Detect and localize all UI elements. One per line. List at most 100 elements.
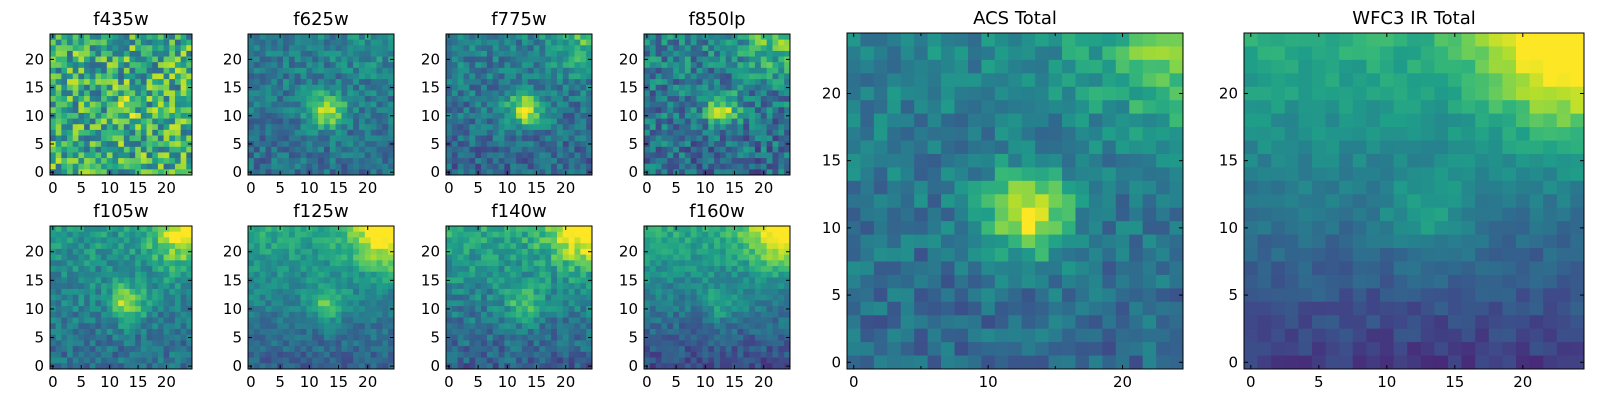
heatmap-cell	[516, 288, 523, 296]
heatmap-cell	[112, 334, 119, 341]
heatmap-cell	[679, 158, 686, 165]
heatmap-cell	[329, 254, 336, 261]
heatmap-cell	[527, 340, 534, 347]
heatmap-cell	[169, 67, 176, 74]
heatmap-cell	[157, 311, 164, 318]
y-tick-label: 15	[421, 271, 440, 289]
heatmap-cell	[84, 124, 91, 131]
heatmap-cell	[469, 237, 476, 244]
heatmap-cell	[306, 328, 313, 336]
heatmap-cell	[186, 283, 193, 290]
heatmap-cell	[714, 67, 721, 74]
heatmap-cell	[253, 56, 261, 63]
heatmap-cell	[778, 254, 785, 261]
heatmap-cell	[312, 346, 319, 353]
heatmap-cell	[55, 311, 62, 318]
heatmap-cell	[778, 135, 785, 142]
heatmap-cell	[446, 90, 453, 97]
heatmap-cell	[574, 323, 581, 330]
heatmap-cell	[376, 271, 383, 278]
heatmap-cell	[341, 67, 348, 74]
heatmap-cell	[67, 129, 74, 136]
heatmap-cell	[556, 323, 564, 330]
heatmap-cell	[253, 357, 261, 364]
heatmap-cell	[586, 158, 593, 165]
heatmap-cell	[388, 271, 395, 278]
heatmap-cell	[725, 101, 732, 108]
heatmap-cell	[271, 90, 278, 97]
heatmap-cell	[89, 334, 96, 341]
heatmap-cell	[760, 266, 768, 273]
heatmap-cell	[55, 124, 62, 131]
heatmap-cell	[580, 169, 587, 176]
heatmap-cell	[341, 328, 348, 336]
heatmap-cell	[481, 271, 488, 278]
heatmap-cell	[358, 306, 366, 313]
heatmap-cell	[551, 237, 558, 244]
heatmap-cell	[382, 277, 389, 284]
heatmap-cell	[312, 50, 319, 57]
heatmap-cell	[673, 300, 680, 307]
heatmap-cell	[696, 67, 703, 74]
heatmap-cell	[679, 226, 686, 233]
heatmap-cell	[67, 90, 74, 97]
heatmap-cell	[123, 124, 130, 131]
heatmap-cell	[358, 62, 366, 69]
heatmap-cell	[719, 39, 727, 46]
heatmap-cell	[347, 317, 354, 324]
heatmap-cell	[353, 163, 360, 170]
heatmap-cell	[690, 90, 697, 97]
heatmap-cell	[778, 248, 785, 255]
heatmap-cell	[539, 79, 546, 86]
heatmap-cell	[504, 141, 511, 148]
heatmap-cell	[725, 39, 732, 46]
heatmap-cell	[475, 294, 482, 301]
heatmap-cell	[55, 351, 62, 358]
heatmap-cell	[78, 141, 85, 148]
heatmap-cell	[61, 243, 68, 250]
heatmap-cell	[475, 141, 482, 148]
heatmap-cell	[684, 254, 692, 261]
heatmap-cell	[186, 124, 193, 131]
heatmap-cell	[341, 351, 348, 358]
heatmap-cell	[259, 135, 266, 142]
heatmap-cell	[527, 135, 534, 142]
heatmap-cell	[253, 135, 261, 142]
heatmap-cell	[248, 260, 255, 267]
heatmap-cell	[469, 357, 476, 364]
heatmap-cell	[679, 107, 686, 114]
heatmap-cell	[574, 260, 581, 267]
heatmap-cell	[510, 79, 517, 86]
heatmap-cell	[760, 231, 768, 238]
heatmap-cell	[157, 50, 164, 57]
heatmap-cell	[778, 45, 785, 52]
heatmap-cell	[318, 67, 325, 74]
heatmap-cell	[306, 271, 313, 278]
heatmap-cell	[551, 323, 558, 330]
heatmap-cell	[174, 311, 182, 318]
heatmap-cell	[89, 50, 96, 57]
heatmap-cell	[67, 294, 74, 301]
heatmap-cell	[661, 107, 668, 114]
heatmap-cell	[469, 135, 476, 142]
heatmap-cell	[277, 277, 284, 284]
heatmap-cell	[492, 124, 499, 131]
heatmap-cell	[271, 107, 278, 114]
heatmap-cell	[347, 260, 354, 267]
heatmap-cell	[533, 346, 540, 353]
heatmap-cell	[106, 146, 113, 153]
heatmap-cell	[702, 152, 709, 159]
heatmap-cell	[382, 146, 389, 153]
heatmap-cell	[318, 351, 325, 358]
heatmap-cell	[72, 56, 79, 63]
heatmap-cell	[169, 169, 176, 176]
heatmap-cell	[568, 277, 575, 284]
heatmap-cell	[174, 62, 182, 69]
heatmap-cell	[679, 146, 686, 153]
heatmap-cell	[539, 283, 546, 290]
heatmap-cell	[760, 277, 768, 284]
heatmap-cell	[95, 62, 102, 69]
heatmap-cell	[364, 118, 372, 125]
heatmap-cell	[516, 340, 523, 347]
heatmap-cell	[679, 311, 686, 318]
